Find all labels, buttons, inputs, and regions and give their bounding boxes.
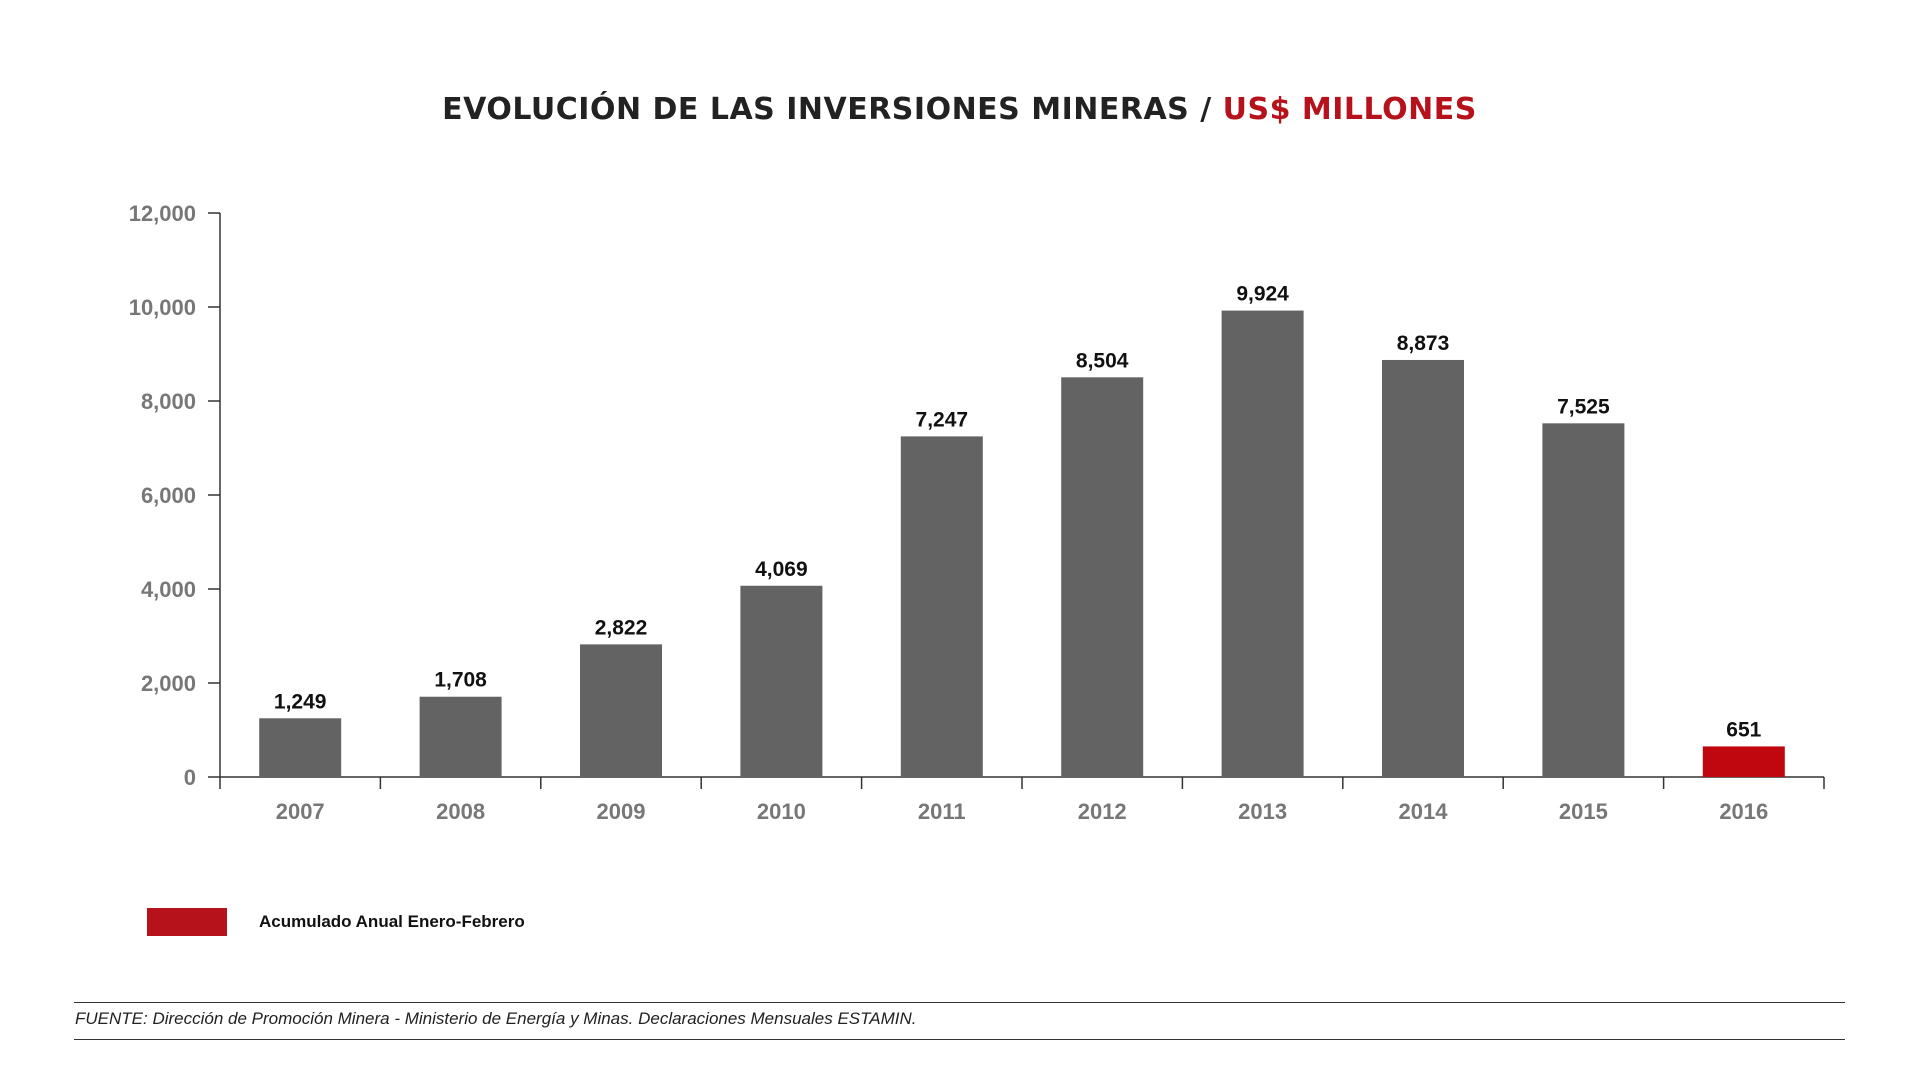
data-labels: 1,249 1,708 2,822 4,069 7,247 8,504 9,924 8,873…	[274, 283, 1762, 742]
y-tick-label: 8,000	[141, 389, 196, 414]
x-tick-label-2008: 2008	[436, 799, 485, 824]
chart-title: EVOLUCIÓN DE LAS INVERSIONES MINERAS / U…	[0, 92, 1919, 127]
x-tick-label-2016: 2016	[1719, 799, 1768, 824]
x-tick-label-2012: 2012	[1078, 799, 1127, 824]
source-note: FUENTE: Dirección de Promoción Minera - …	[75, 1009, 917, 1028]
data-label-2009: 2,822	[595, 616, 648, 639]
bars	[259, 310, 1785, 777]
data-label-2013: 9,924	[1236, 283, 1289, 306]
x-axis: 2007 2008 2009 2010 2011 2012 2013 2014 2015 2016	[219, 776, 1825, 824]
data-label-2008: 1,708	[434, 669, 487, 692]
x-tick-label-2009: 2009	[597, 799, 646, 824]
source-divider-top	[74, 1002, 1845, 1003]
bar-2013	[1221, 310, 1304, 777]
chart-title-main: EVOLUCIÓN DE LAS INVERSIONES MINERAS /	[442, 92, 1212, 127]
bar-2008	[419, 696, 502, 777]
y-tick-label: 12,000	[129, 201, 196, 226]
y-tick-label: 4,000	[141, 577, 196, 602]
data-label-2016: 651	[1726, 718, 1761, 741]
y-tick-label: 6,000	[141, 483, 196, 508]
bar-2016	[1702, 746, 1785, 777]
bar-2007	[259, 718, 342, 777]
bar-2015	[1542, 423, 1625, 777]
x-tick-label-2015: 2015	[1559, 799, 1608, 824]
y-axis: 0 2,000 4,000 6,000 8,000 10,000 12,000	[129, 201, 221, 790]
bar-2011	[900, 436, 983, 777]
legend-label: Acumulado Anual Enero-Febrero	[259, 912, 525, 931]
source-divider-bottom	[74, 1039, 1845, 1040]
bar-2012	[1061, 377, 1144, 777]
x-tick-label-2013: 2013	[1238, 799, 1287, 824]
y-tick-label: 10,000	[129, 295, 196, 320]
y-tick-label: 0	[184, 765, 196, 790]
data-label-2014: 8,873	[1397, 332, 1450, 355]
x-tick-label-2014: 2014	[1399, 799, 1449, 824]
legend-swatch	[147, 908, 227, 936]
data-label-2010: 4,069	[755, 558, 808, 581]
data-label-2015: 7,525	[1557, 395, 1610, 418]
y-tick-label: 2,000	[141, 671, 196, 696]
bar-2010	[740, 585, 823, 777]
x-tick-label-2010: 2010	[757, 799, 806, 824]
data-label-2012: 8,504	[1076, 349, 1129, 372]
legend: Acumulado Anual Enero-Febrero	[147, 908, 525, 936]
x-tick-label-2007: 2007	[276, 799, 325, 824]
chart-title-accent: US$ MILLONES	[1222, 92, 1477, 127]
bar-2014	[1382, 359, 1464, 777]
x-tick-label-2011: 2011	[918, 799, 966, 824]
bar-2009	[580, 644, 662, 777]
data-label-2011: 7,247	[916, 408, 969, 431]
data-label-2007: 1,249	[274, 690, 327, 713]
